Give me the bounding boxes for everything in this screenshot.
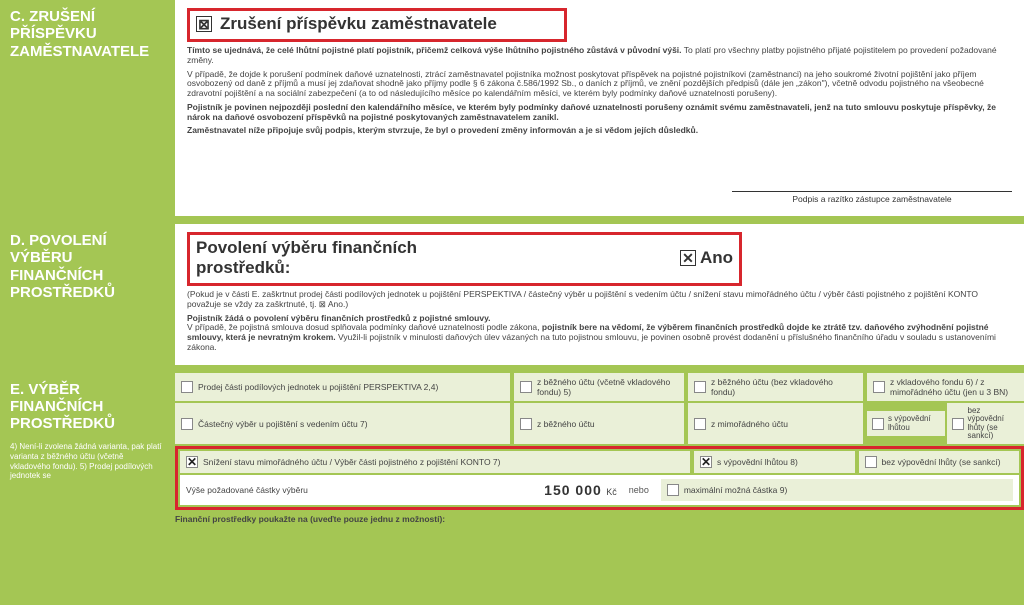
opt-bezny-bez: z běžného účtu (bez vkladového fondu) xyxy=(688,373,863,401)
section-d: D. POVOLENÍ VÝBĚRU FINANČNÍCH PROSTŘEDKŮ… xyxy=(0,224,1024,365)
signature-caption: Podpis a razítko zástupce zaměstnavatele xyxy=(732,191,1012,204)
opt-castecny: Částečný výběr u pojištění s vedením účt… xyxy=(175,403,510,445)
opt-mimoradny2: z mimořádného účtu xyxy=(688,403,863,445)
option-row-castecny: Částečný výběr u pojištění s vedením účt… xyxy=(175,403,1024,445)
opt-konto-s-lhutou: ✕ s výpovědní lhůtou 8) xyxy=(694,451,855,473)
section-d-note: (Pokud je v části E. zaškrtnut prodej čá… xyxy=(187,290,1012,310)
section-e-sidebar: E. VÝBĚR FINANČNÍCH PROSTŘEDKŮ 4) Není-l… xyxy=(0,373,175,525)
opt-bez-lhuty: bez výpovědní lhůty (se sankcí) xyxy=(947,403,1024,445)
amount-value-wrap: 150 000 Kč xyxy=(544,482,617,498)
chk-perspektiva[interactable] xyxy=(181,381,193,393)
chk-bezny-bez[interactable] xyxy=(694,381,706,393)
section-d-heading: Povolení výběru finančních prostředků: xyxy=(196,238,492,278)
chk-s-lhutou[interactable] xyxy=(872,418,884,430)
section-e: E. VÝBĚR FINANČNÍCH PROSTŘEDKŮ 4) Není-l… xyxy=(0,373,1024,525)
amount-currency: Kč xyxy=(606,487,617,497)
section-c-highlight: ⊠ Zrušení příspěvku zaměstnavatele xyxy=(187,8,567,42)
chk-konto-s-lhutou[interactable]: ✕ xyxy=(700,456,712,468)
option-row-konto: ✕ Snížení stavu mimořádného účtu / Výběr… xyxy=(180,451,1019,473)
section-c-sidebar: C. ZRUŠENÍ PŘÍSPĚVKU ZAMĚSTNAVATELE xyxy=(0,0,175,216)
section-c-p4: Zaměstnavatel níže připojuje svůj podpis… xyxy=(187,126,1012,136)
amount-nebo: nebo xyxy=(629,485,649,495)
opt-vkladovy-mimoradny: z vkladového fondu 6) / z mimořádného úč… xyxy=(867,373,1024,401)
opt-max-amount: maximální možná částka 9) xyxy=(661,479,1013,501)
opt-konto-bez-lhuty: bez výpovědní lhůty (se sankcí) xyxy=(859,451,1020,473)
chk-mimoradny2[interactable] xyxy=(694,418,706,430)
section-d-p1: Pojistník žádá o povolení výběru finančn… xyxy=(187,314,1012,353)
chk-castecny[interactable] xyxy=(181,418,193,430)
section-e-finalnote: Finanční prostředky poukažte na (uveďte … xyxy=(175,514,1024,524)
opt-lhuta-split: s výpovědní lhůtou bez výpovědní lhůty (… xyxy=(867,403,1024,445)
ano-checkbox[interactable]: ✕ xyxy=(680,250,696,266)
chk-konto-bez-lhuty[interactable] xyxy=(865,456,877,468)
section-c-heading: Zrušení příspěvku zaměstnavatele xyxy=(220,14,497,34)
section-c-p3: Pojistník je povinen nejpozději poslední… xyxy=(187,103,1012,123)
amount-label: Výše požadované částky výběru xyxy=(186,485,538,495)
ano-option: ✕ Ano xyxy=(680,248,733,268)
chk-max-amount[interactable] xyxy=(667,484,679,496)
section-d-highlight: Povolení výběru finančních prostředků: ✕… xyxy=(187,232,742,286)
chk-bezny2[interactable] xyxy=(520,418,532,430)
signature-row: Podpis a razítko zástupce zaměstnavatele xyxy=(187,191,1012,204)
section-e-sidebar-note: 4) Není-li zvolena žádná varianta, pak p… xyxy=(10,442,165,480)
section-e-content: Prodej části podílových jednotek u pojiš… xyxy=(175,373,1024,525)
chk-bezny-vklad[interactable] xyxy=(520,381,532,393)
opt-konto: ✕ Snížení stavu mimořádného účtu / Výběr… xyxy=(180,451,690,473)
section-c: C. ZRUŠENÍ PŘÍSPĚVKU ZAMĚSTNAVATELE ⊠ Zr… xyxy=(0,0,1024,216)
chk-bez-lhuty[interactable] xyxy=(952,418,964,430)
opt-s-lhutou: s výpovědní lhůtou xyxy=(867,411,945,436)
section-e-title: E. VÝBĚR FINANČNÍCH PROSTŘEDKŮ xyxy=(10,381,165,433)
amount-value: 150 000 xyxy=(544,482,602,498)
option-row-perspektiva: Prodej části podílových jednotek u pojiš… xyxy=(175,373,1024,401)
section-d-title: D. POVOLENÍ VÝBĚRU FINANČNÍCH PROSTŘEDKŮ xyxy=(10,232,165,301)
cancel-contribution-checkbox[interactable]: ⊠ xyxy=(196,16,212,32)
section-c-title: C. ZRUŠENÍ PŘÍSPĚVKU ZAMĚSTNAVATELE xyxy=(10,8,165,60)
section-c-p2: V případě, že dojde k porušení podmínek … xyxy=(187,70,1012,99)
section-c-p1: Tímto se ujednává, že celé lhůtní pojist… xyxy=(187,46,1012,66)
section-c-content: ⊠ Zrušení příspěvku zaměstnavatele Tímto… xyxy=(175,0,1024,216)
section-d-sidebar: D. POVOLENÍ VÝBĚRU FINANČNÍCH PROSTŘEDKŮ xyxy=(0,224,175,365)
chk-vkladovy-mimoradny[interactable] xyxy=(873,381,885,393)
opt-perspektiva: Prodej části podílových jednotek u pojiš… xyxy=(175,373,510,401)
section-d-content: Povolení výběru finančních prostředků: ✕… xyxy=(175,224,1024,365)
opt-bezny-vklad: z běžného účtu (včetně vkladového fondu)… xyxy=(514,373,684,401)
amount-row: Výše požadované částky výběru 150 000 Kč… xyxy=(180,475,1019,505)
section-e-highlight: ✕ Snížení stavu mimořádného účtu / Výběr… xyxy=(175,446,1024,510)
opt-bezny2: z běžného účtu xyxy=(514,403,684,445)
chk-konto[interactable]: ✕ xyxy=(186,456,198,468)
ano-label: Ano xyxy=(700,248,733,268)
